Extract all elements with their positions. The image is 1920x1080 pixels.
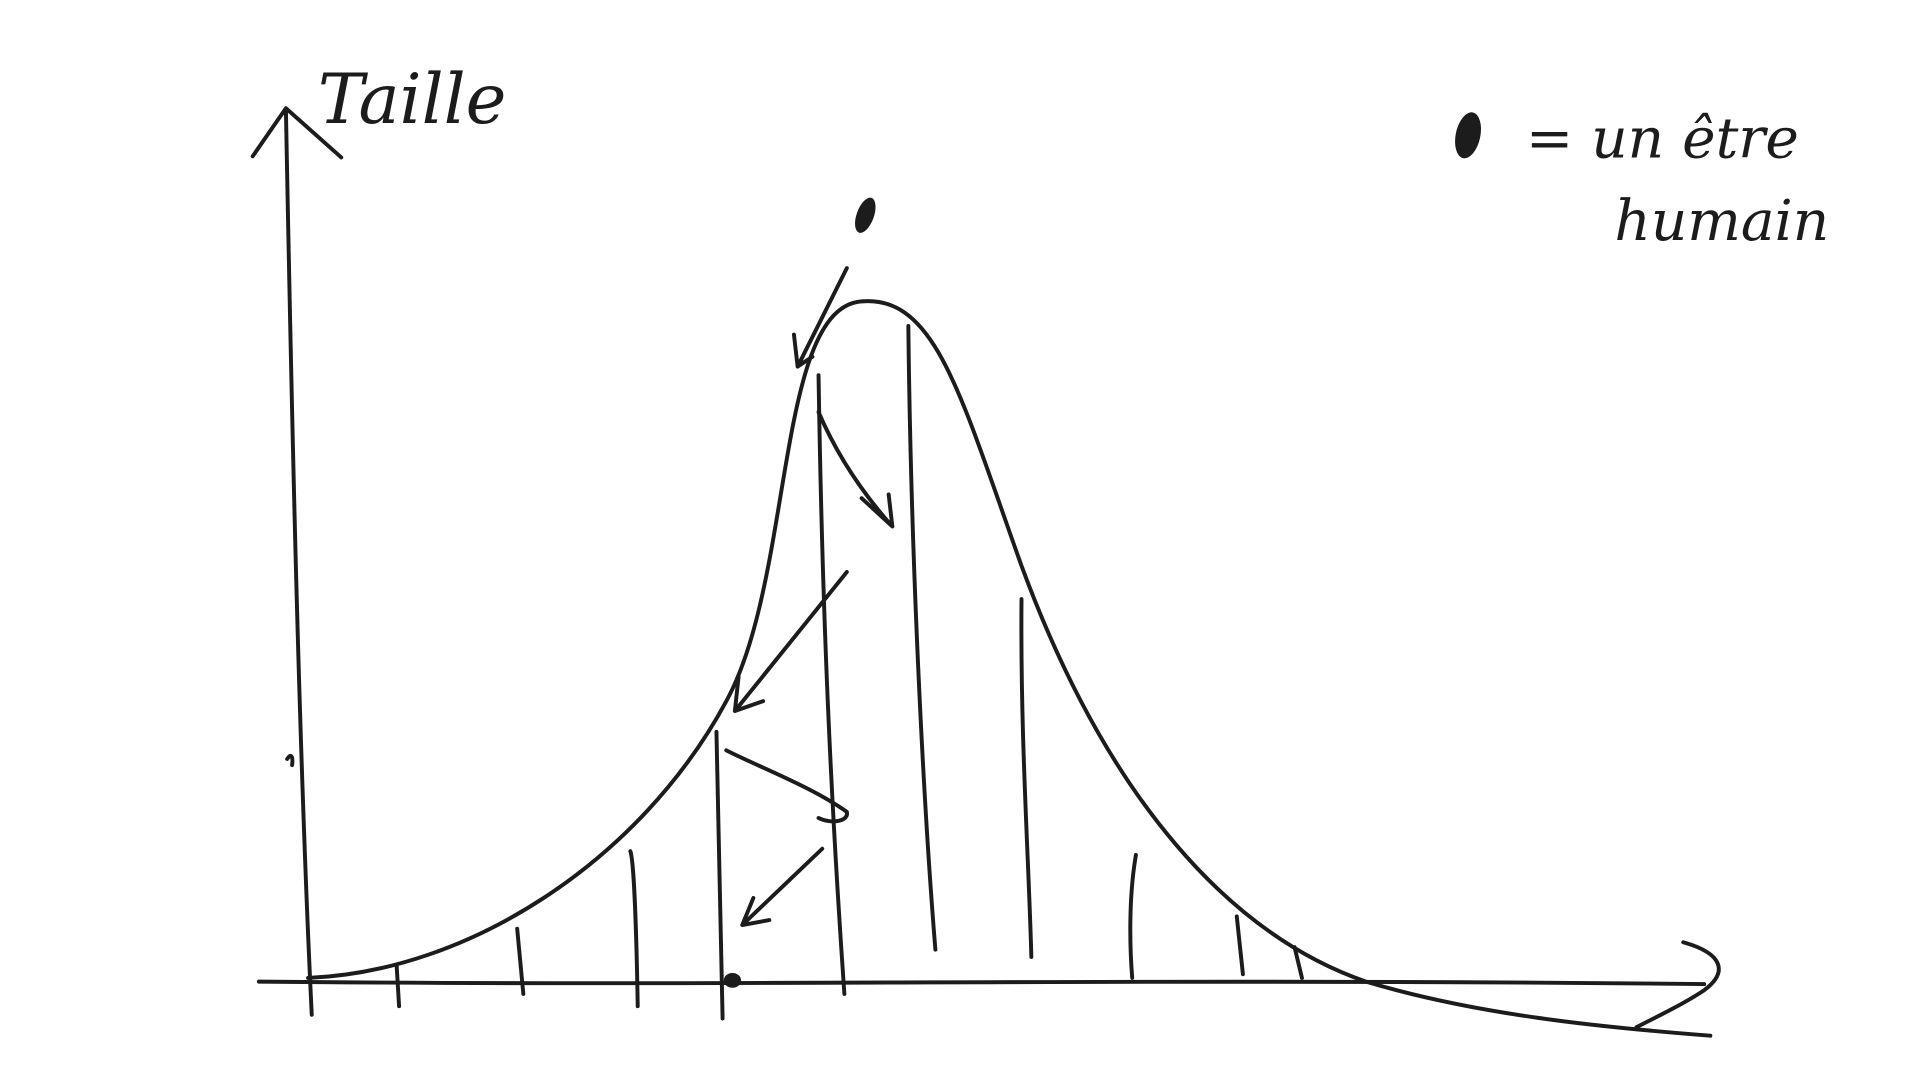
y-axis-tick bbox=[285, 753, 295, 768]
arrow bbox=[791, 266, 849, 369]
bar-line bbox=[1234, 914, 1245, 977]
human-dot bbox=[723, 972, 742, 988]
bar-line bbox=[394, 963, 402, 1009]
legend-dot bbox=[1455, 112, 1481, 159]
arrow bbox=[816, 410, 895, 529]
y-axis bbox=[283, 108, 314, 1017]
bars bbox=[394, 324, 1304, 1021]
axes bbox=[250, 106, 1721, 1030]
bar-line bbox=[714, 729, 725, 1021]
bar-line bbox=[628, 849, 640, 1009]
arrow bbox=[732, 570, 849, 713]
bar-line bbox=[1019, 597, 1034, 959]
human-dot bbox=[855, 197, 876, 233]
bar-line bbox=[515, 926, 526, 996]
y-axis-arrow bbox=[250, 106, 344, 160]
y-axis-label: Taille bbox=[318, 60, 507, 140]
x-axis-arrow bbox=[1634, 940, 1721, 1030]
arrow bbox=[724, 748, 849, 824]
arrow bbox=[740, 846, 825, 927]
legend-text: = un être bbox=[1526, 105, 1799, 171]
x-axis bbox=[256, 979, 1707, 987]
bar-line bbox=[906, 324, 938, 952]
bar-line bbox=[1292, 945, 1304, 980]
bar-line bbox=[1128, 852, 1138, 980]
legend-text: humain bbox=[1614, 188, 1829, 254]
bar-line bbox=[816, 373, 847, 996]
bell-curve bbox=[306, 299, 1713, 1038]
arrows bbox=[724, 266, 895, 927]
